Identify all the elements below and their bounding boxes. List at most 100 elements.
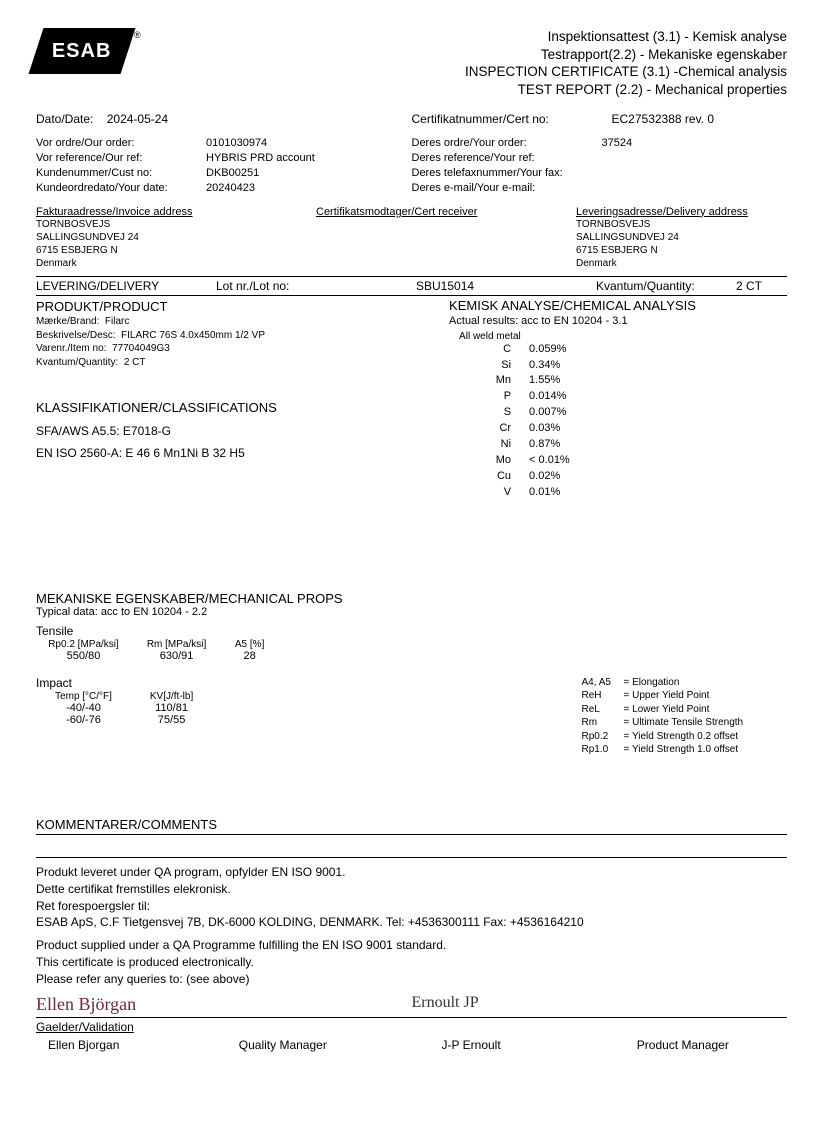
item-v: 77704049G3: [112, 343, 170, 354]
chem-el: V: [489, 485, 529, 501]
delivery-label: LEVERING/DELIVERY: [36, 279, 216, 293]
chem-metal: All weld metal: [459, 331, 787, 342]
comments-hr2: [36, 857, 787, 858]
date-cert-row: Dato/Date: 2024-05-24 Certifikatnummer/C…: [36, 112, 787, 126]
esab-logo: ESAB: [29, 28, 136, 74]
foot1: Produkt leveret under QA program, opfyld…: [36, 864, 787, 881]
chem-val: 0.007%: [529, 405, 609, 421]
our-order-v: 0101030974: [206, 136, 412, 151]
legend-row: ReH= Upper Yield Point: [582, 689, 788, 703]
sig2: Ernoult JP: [412, 994, 479, 1011]
your-date-k: Kundeordredato/Your date:: [36, 181, 206, 196]
th0: Rp0.2 [MPa/ksi]: [36, 639, 131, 650]
th2: A5 [%]: [222, 639, 277, 650]
legend: A4, A5= ElongationReH= Upper Yield Point…: [582, 676, 788, 757]
chem-row: Cu0.02%: [489, 469, 787, 485]
signer1-name: Ellen Bjorgan: [36, 1038, 239, 1052]
del-addr-3: 6715 ESBJERG N: [576, 244, 787, 257]
del-addr-1: TORNBOSVEJS: [576, 218, 787, 231]
chem-row: P0.014%: [489, 389, 787, 405]
legend-k: A4, A5: [582, 676, 624, 690]
chem-row: Si0.34%: [489, 358, 787, 374]
legend-k: Rp0.2: [582, 730, 624, 744]
product-chem-block: PRODUKT/PRODUCT Mærke/Brand: Filarc Besk…: [36, 298, 787, 501]
class-l1: SFA/AWS A5.5: E7018-G: [36, 423, 449, 439]
your-email-k: Deres e-mail/Your e-mail:: [412, 181, 602, 196]
chem-row: Mo< 0.01%: [489, 453, 787, 469]
logo-text: ESAB: [52, 40, 112, 63]
your-order-k: Deres ordre/Your order:: [412, 136, 602, 151]
item-k: Varenr./Item no:: [36, 343, 106, 354]
chem-row: Cr0.03%: [489, 421, 787, 437]
chem-row: Ni0.87%: [489, 437, 787, 453]
date-value: 2024-05-24: [107, 112, 168, 126]
brand-k: Mærke/Brand:: [36, 316, 99, 327]
ih1: KV[J/ft-lb]: [134, 691, 209, 702]
th1: Rm [MPa/ksi]: [134, 639, 219, 650]
chem-val: 0.02%: [529, 469, 609, 485]
pqty-v: 2 CT: [124, 357, 146, 368]
legend-v: = Lower Yield Point: [624, 704, 710, 715]
delivery-addr-h: Leveringsadresse/Delivery address: [576, 206, 787, 218]
order-info: Vor ordre/Our order:0101030974 Vor refer…: [36, 136, 787, 195]
foot3: Ret forespoergsler til:: [36, 898, 787, 915]
chem-sub: Actual results: acc to EN 10204 - 3.1: [449, 315, 787, 327]
class-header: KLASSIFIKATIONER/CLASSIFICATIONS: [36, 399, 449, 417]
chem-val: 0.059%: [529, 342, 609, 358]
cust-no-k: Kundenummer/Cust no:: [36, 166, 206, 181]
foot2: Dette certifikat fremstilles elekronisk.: [36, 881, 787, 898]
address-block: Fakturaadresse/Invoice address TORNBOSVE…: [36, 206, 787, 270]
class-l2: EN ISO 2560-A: E 46 6 Mn1Ni B 32 H5: [36, 445, 449, 461]
product-header: PRODUKT/PRODUCT: [36, 298, 449, 316]
mech-sub: Typical data: acc to EN 10204 - 2.2: [36, 606, 787, 618]
our-ref-k: Vor reference/Our ref:: [36, 151, 206, 166]
inv-addr-1: TORNBOSVEJS: [36, 218, 316, 231]
comments-h: KOMMENTARER/COMMENTS: [36, 817, 787, 832]
qty-label: Kvantum/Quantity:: [596, 279, 736, 293]
foot6: This certificate is produced electronica…: [36, 954, 787, 971]
signature-row: Ellen Björgan Ernoult JP: [36, 994, 787, 1015]
date-label: Dato/Date:: [36, 112, 93, 126]
inv-addr-3: 6715 ESBJERG N: [36, 244, 316, 257]
sig1: Ellen Björgan: [36, 994, 136, 1014]
chem-val: 0.014%: [529, 389, 609, 405]
certno-value: EC27532388 rev. 0: [612, 112, 715, 126]
delivery-bar: LEVERING/DELIVERY Lot nr./Lot no: SBU150…: [36, 276, 787, 296]
ir00: -40/-40: [36, 702, 131, 714]
legend-v: = Yield Strength 0.2 offset: [624, 731, 739, 742]
brand-v: Filarc: [105, 316, 129, 327]
cert-receiver-h: Certifikatsmodtager/Cert receiver: [316, 206, 576, 218]
signer2-name: J-P Ernoult: [442, 1038, 637, 1052]
tv0: 550/80: [36, 650, 131, 662]
desc-k: Beskrivelse/Desc:: [36, 330, 115, 341]
title-l4: TEST REPORT (2.2) - Mechanical propertie…: [465, 81, 787, 99]
lot-label: Lot nr./Lot no:: [216, 279, 416, 293]
chem-row: V0.01%: [489, 485, 787, 501]
ih0: Temp [°C/°F]: [36, 691, 131, 702]
chem-val: 0.01%: [529, 485, 609, 501]
foot4: ESAB ApS, C.F Tietgensvej 7B, DK-6000 KO…: [36, 914, 787, 931]
invoice-addr-h: Fakturaadresse/Invoice address: [36, 206, 316, 218]
tensile-h: Tensile: [36, 624, 787, 638]
legend-k: Rp1.0: [582, 743, 624, 757]
your-fax-k: Deres telefaxnummer/Your fax:: [412, 166, 602, 181]
chem-row: C0.059%: [489, 342, 787, 358]
comments-block: KOMMENTARER/COMMENTS: [36, 817, 787, 858]
tv1: 630/91: [134, 650, 219, 662]
certno-label: Certifikatnummer/Cert no:: [412, 112, 612, 126]
chem-val: 0.87%: [529, 437, 609, 453]
logo-block: ESAB ®: [36, 28, 141, 74]
lot-value: SBU15014: [416, 279, 596, 293]
chem-row: Mn1.55%: [489, 373, 787, 389]
tv2: 28: [222, 650, 277, 662]
our-order-k: Vor ordre/Our order:: [36, 136, 206, 151]
footer-block: Produkt leveret under QA program, opfyld…: [36, 864, 787, 988]
pqty-k: Kvantum/Quantity:: [36, 357, 118, 368]
legend-row: ReL= Lower Yield Point: [582, 703, 788, 717]
desc-v: FILARC 76S 4.0x450mm 1/2 VP: [121, 330, 265, 341]
chem-el: Mo: [489, 453, 529, 469]
legend-k: ReL: [582, 703, 624, 717]
chem-table: C0.059%Si0.34%Mn1.55%P0.014%S0.007%Cr0.0…: [489, 342, 787, 501]
chem-el: S: [489, 405, 529, 421]
chem-el: Mn: [489, 373, 529, 389]
